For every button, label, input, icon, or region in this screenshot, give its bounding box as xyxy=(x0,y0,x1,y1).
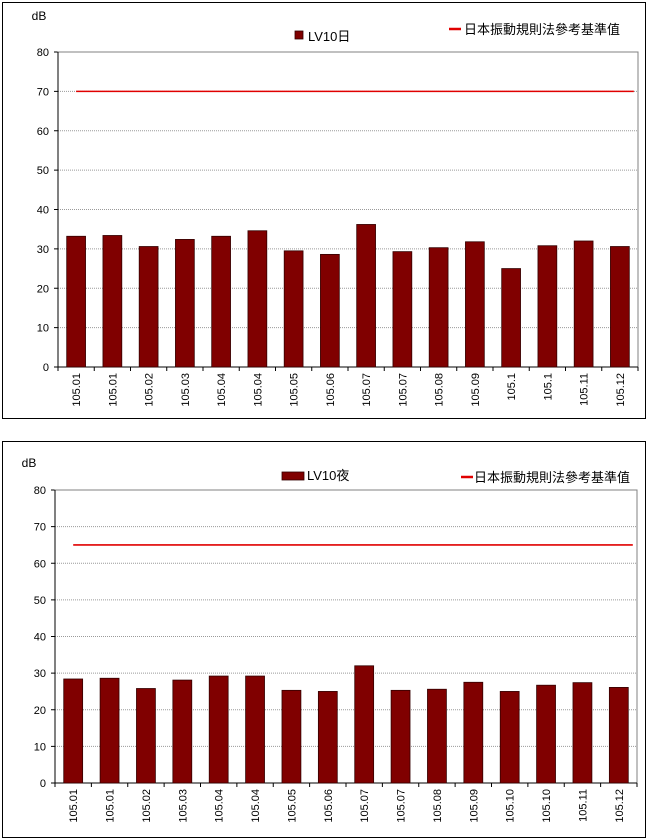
legend-swatch-bar xyxy=(281,471,305,481)
bar-day-8 xyxy=(320,253,340,368)
lv10-day-chart-panel: dB 0 10 20 30 40 50 60 70 80 105.01 105.01 105.02 105… xyxy=(2,2,646,419)
y-axis-unit-label: dB xyxy=(32,9,47,23)
x-tick-label: 105.07 xyxy=(396,789,408,823)
bar-night-8 xyxy=(317,691,338,784)
bar-day-11 xyxy=(428,247,449,368)
bar-day-10 xyxy=(392,251,413,368)
y-tick-label: 20 xyxy=(34,705,46,717)
x-tick-label: 105.11 xyxy=(577,789,589,822)
bar-night-12 xyxy=(463,681,484,784)
x-tick-label: 105.03 xyxy=(180,373,192,407)
lv10-night-chart: dB 0 10 20 30 40 50 60 70 80 105.01 105.01 105.02 105… xyxy=(22,456,638,823)
x-tick-label: 105.04 xyxy=(214,789,226,823)
x-tick-label: 105.06 xyxy=(325,373,337,407)
legend-swatch-bar xyxy=(294,30,304,40)
y-tick-label: 40 xyxy=(37,205,49,217)
bar-night-3 xyxy=(136,688,156,784)
x-tick-label: 105.12 xyxy=(615,373,627,407)
y-tick-label: 0 xyxy=(43,362,49,374)
bar-day-16 xyxy=(610,246,630,368)
y-tick-label: 10 xyxy=(34,741,46,753)
x-tick-label: 105.01 xyxy=(107,373,119,407)
bar-night-1 xyxy=(63,678,84,784)
x-tick-label: 105.1 xyxy=(506,373,518,401)
bar-night-14 xyxy=(536,684,556,784)
bar-day-1 xyxy=(66,235,86,368)
y-tick-label: 20 xyxy=(37,283,49,295)
x-tick-label: 105.04 xyxy=(250,789,262,823)
bar-day-5 xyxy=(211,235,231,368)
y-tick-label: 50 xyxy=(34,595,46,607)
bar-night-5 xyxy=(208,675,229,784)
bar-day-15 xyxy=(573,240,594,368)
bar-day-6 xyxy=(247,230,268,368)
y-tick-label: 80 xyxy=(37,47,49,59)
bar-day-3 xyxy=(138,246,159,368)
x-tick-label: 105.10 xyxy=(505,789,517,823)
x-tick-label: 105.11 xyxy=(579,373,591,406)
y-tick-label: 50 xyxy=(37,165,49,177)
y-tick-label: 70 xyxy=(37,86,49,98)
bar-night-15 xyxy=(572,682,593,784)
y-tick-label: 80 xyxy=(34,485,46,497)
bar-day-13 xyxy=(501,268,521,368)
x-tick-label: 105.01 xyxy=(68,789,80,823)
x-tick-label: 105.09 xyxy=(470,373,482,407)
x-tick-label: 105.03 xyxy=(177,789,189,823)
bar-night-6 xyxy=(245,675,265,784)
x-tick-label: 105.01 xyxy=(105,789,117,823)
legend-label-series: LV10夜 xyxy=(307,468,349,483)
x-tick-label: 105.01 xyxy=(71,373,83,407)
y-tick-label: 0 xyxy=(40,778,46,790)
x-tick-label: 105.12 xyxy=(614,789,626,823)
lv10-day-chart: dB 0 10 20 30 40 50 60 70 80 105.01 105.01 105.02 105… xyxy=(32,9,639,407)
bar-day-2 xyxy=(102,235,123,368)
x-tick-label: 105.04 xyxy=(252,373,264,407)
x-tick-label: 105.02 xyxy=(144,373,156,407)
legend-label-series: LV10日 xyxy=(308,29,350,44)
y-tick-label: 10 xyxy=(37,323,49,335)
x-tick-label: 105.08 xyxy=(434,373,446,407)
x-tick-label: 105.06 xyxy=(323,789,335,823)
bar-day-12 xyxy=(465,241,485,368)
bar-night-2 xyxy=(99,677,120,784)
x-tick-label: 105.04 xyxy=(216,373,228,407)
bar-night-11 xyxy=(427,688,447,784)
y-tick-label: 30 xyxy=(37,244,49,256)
y-tick-label: 30 xyxy=(34,668,46,680)
y-tick-label: 70 xyxy=(34,522,46,534)
bar-night-7 xyxy=(281,689,302,784)
legend-label-reference-line: 日本振動規則法參考基準值 xyxy=(464,22,620,37)
x-tick-label: 105.05 xyxy=(286,789,298,823)
x-tick-label: 105.07 xyxy=(397,373,409,407)
bar-day-9 xyxy=(356,224,376,368)
y-axis-unit-label: dB xyxy=(22,456,37,470)
x-tick-label: 105.07 xyxy=(361,373,373,407)
x-tick-label: 105.1 xyxy=(542,373,554,401)
x-tick-label: 105.07 xyxy=(359,789,371,823)
x-tick-label: 105.08 xyxy=(432,789,444,823)
bar-night-4 xyxy=(172,679,193,784)
bar-night-16 xyxy=(608,687,629,784)
x-tick-label: 105.02 xyxy=(141,789,153,823)
y-tick-label: 60 xyxy=(37,126,49,138)
x-tick-label: 105.10 xyxy=(541,789,553,823)
bar-day-7 xyxy=(283,250,304,368)
bar-day-4 xyxy=(175,239,195,368)
bar-night-13 xyxy=(499,691,520,784)
bar-night-10 xyxy=(390,689,411,784)
y-tick-label: 40 xyxy=(34,632,46,644)
bar-night-9 xyxy=(354,665,375,784)
lv10-night-chart-panel: dB 0 10 20 30 40 50 60 70 80 105.01 105.01 105.02 105… xyxy=(2,441,646,838)
y-tick-label: 60 xyxy=(34,558,46,570)
bar-day-14 xyxy=(537,245,558,368)
x-tick-label: 105.05 xyxy=(289,373,301,407)
x-tick-label: 105.09 xyxy=(468,789,480,823)
legend-label-reference-line: 日本振動規則法參考基準值 xyxy=(474,470,630,485)
